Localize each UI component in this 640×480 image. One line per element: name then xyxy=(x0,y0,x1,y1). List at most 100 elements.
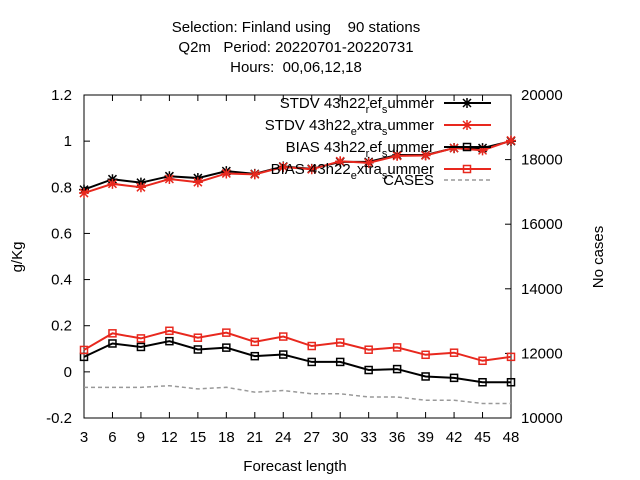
series-4 xyxy=(84,384,511,405)
point-marker xyxy=(165,326,174,336)
x-axis-label: Forecast length xyxy=(243,458,346,475)
point-marker xyxy=(335,338,345,347)
point-marker xyxy=(79,188,89,199)
y-tick-label: 1 xyxy=(64,133,72,150)
point-marker xyxy=(307,357,316,367)
point-marker xyxy=(136,342,146,352)
point-marker xyxy=(506,377,516,387)
series-group xyxy=(79,135,516,405)
point-marker xyxy=(363,157,374,168)
point-marker xyxy=(506,352,516,362)
legend-entry: BIAS 43h22extrasummer xyxy=(271,161,491,182)
point-marker xyxy=(477,145,488,156)
series-line xyxy=(83,139,512,195)
point-marker xyxy=(222,328,231,337)
series-2 xyxy=(79,336,516,387)
point-marker xyxy=(279,350,288,359)
x-tick-label: 6 xyxy=(108,429,116,446)
chart-title: Selection: Finland using 90 stations Q2m … xyxy=(172,19,420,76)
point-marker xyxy=(164,173,175,184)
x-tick-label: 33 xyxy=(360,429,377,446)
y2-tick-label: 16000 xyxy=(521,216,563,233)
x-tick-label: 27 xyxy=(303,429,320,446)
x-tick-label: 24 xyxy=(275,429,292,446)
point-marker xyxy=(165,336,174,346)
title-line: Hours: 00,06,12,18 xyxy=(230,59,362,76)
point-marker xyxy=(222,343,231,352)
y-tick-label: 1.2 xyxy=(51,87,72,104)
series-line xyxy=(83,329,512,362)
point-marker xyxy=(420,150,431,161)
y-tick-label: 0 xyxy=(64,364,72,381)
x-tick-label: 36 xyxy=(389,429,406,446)
legend-label: STDV 43h22refsummer xyxy=(280,95,434,116)
x-tick-label: 15 xyxy=(190,429,207,446)
plot-frame xyxy=(83,94,512,419)
point-marker xyxy=(306,164,317,175)
series-3 xyxy=(79,326,516,366)
legend-entry: STDV 43h22refsummer xyxy=(280,95,491,116)
point-marker xyxy=(392,343,402,352)
y-tick-label: 0.2 xyxy=(51,318,72,335)
x-tick-label: 48 xyxy=(503,429,520,446)
y-tick-label: 0.4 xyxy=(51,272,72,289)
title-line: Selection: Finland using 90 stations xyxy=(172,19,420,36)
point-marker xyxy=(108,329,117,338)
point-marker xyxy=(279,332,288,341)
y2-tick-label: 20000 xyxy=(521,87,563,104)
point-marker xyxy=(193,333,203,342)
point-marker xyxy=(478,377,487,387)
point-marker xyxy=(462,120,472,130)
y2-tick-label: 18000 xyxy=(521,152,563,169)
legend-label: STDV 43h22extrasummer xyxy=(265,117,434,138)
point-marker xyxy=(392,150,403,161)
point-marker xyxy=(107,178,118,189)
y2-tick-label: 12000 xyxy=(521,345,563,362)
point-marker xyxy=(108,339,117,348)
point-marker xyxy=(192,177,203,188)
point-marker xyxy=(193,345,203,354)
point-marker xyxy=(421,372,430,381)
legend-entry: STDV 43h22extrasummer xyxy=(265,117,491,138)
x-tick-label: 9 xyxy=(137,429,145,446)
point-marker xyxy=(250,351,260,361)
point-marker xyxy=(506,135,516,146)
point-marker xyxy=(135,182,146,193)
legend-label: CASES xyxy=(383,172,434,189)
point-marker xyxy=(392,364,402,374)
point-marker xyxy=(79,345,89,355)
point-marker xyxy=(136,334,146,343)
y2-tick-label: 14000 xyxy=(521,281,563,298)
point-marker xyxy=(307,341,316,351)
point-marker xyxy=(278,161,289,172)
legend-label: BIAS 43h22extrasummer xyxy=(271,161,434,182)
point-marker xyxy=(249,169,260,180)
x-tick-label: 45 xyxy=(474,429,491,446)
point-marker xyxy=(364,365,373,375)
legend-label: BIAS 43h22refsummer xyxy=(286,139,434,160)
y-axis-label: g/Kg xyxy=(9,242,26,273)
x-tick-label: 42 xyxy=(446,429,463,446)
y2-axis-label: No cases xyxy=(590,226,607,289)
plot-area: 3 6 9 12 15 18 21 24 27 30 33 36 39 42 45 48-0.200.20.4… xyxy=(46,87,563,446)
point-marker xyxy=(478,356,487,366)
x-tick-label: 39 xyxy=(417,429,434,446)
point-marker xyxy=(335,156,346,167)
point-marker xyxy=(250,337,260,347)
point-marker xyxy=(449,143,460,154)
x-tick-label: 21 xyxy=(246,429,263,446)
y-tick-label: -0.2 xyxy=(46,410,72,427)
y2-tick-label: 10000 xyxy=(521,410,563,427)
series-1 xyxy=(79,135,516,199)
x-tick-label: 12 xyxy=(161,429,178,446)
point-marker xyxy=(462,98,472,108)
legend-entry: CASES xyxy=(383,172,491,189)
point-marker xyxy=(462,142,472,152)
point-marker xyxy=(449,373,459,383)
x-tick-label: 30 xyxy=(332,429,349,446)
point-marker xyxy=(421,350,430,360)
x-tick-label: 18 xyxy=(218,429,235,446)
series-line xyxy=(84,384,511,405)
